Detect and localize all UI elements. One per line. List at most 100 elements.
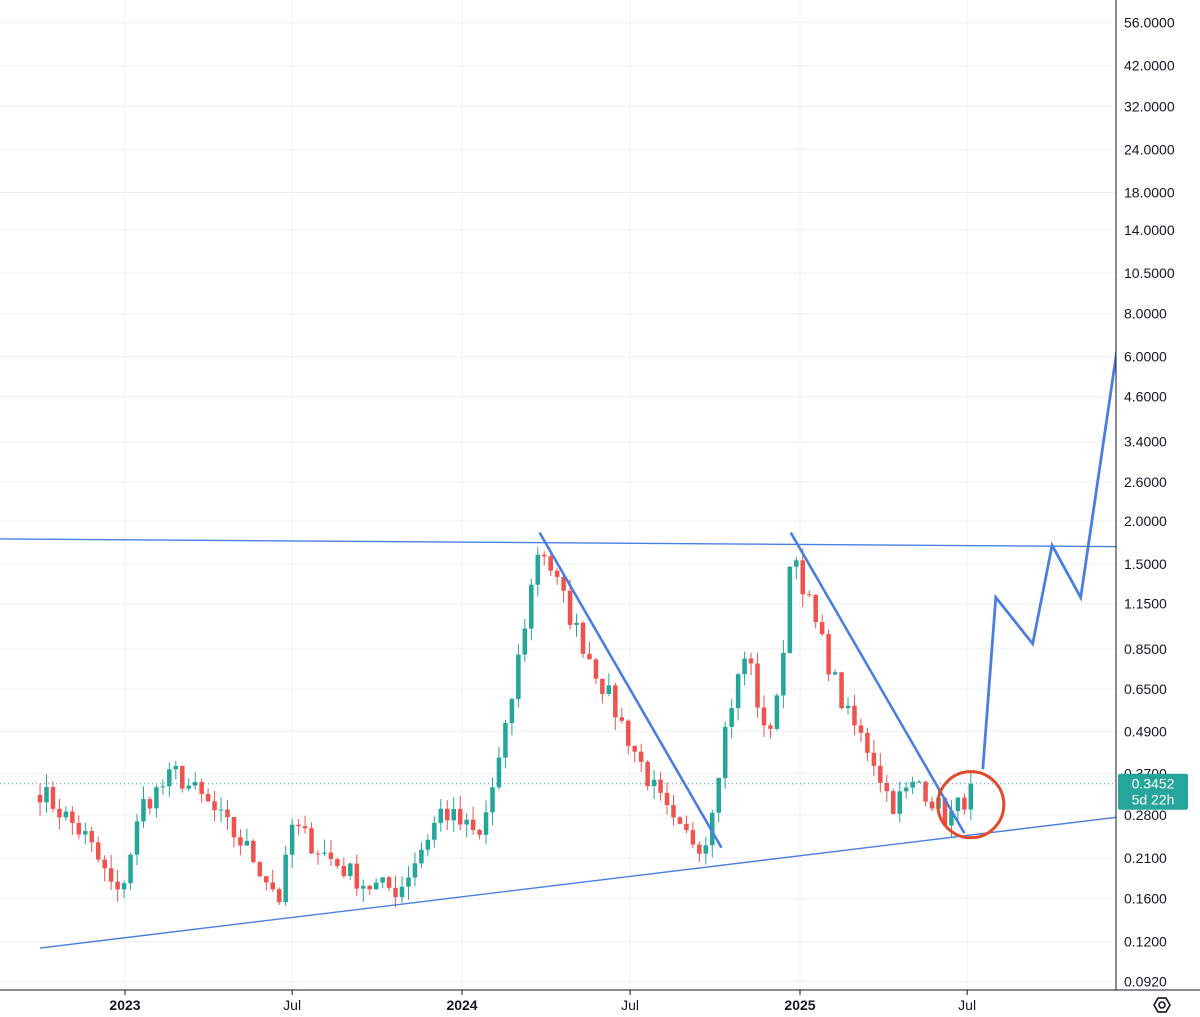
candle <box>470 806 476 835</box>
candle <box>373 878 379 890</box>
candle <box>891 788 896 815</box>
candle <box>167 762 172 797</box>
candle <box>651 770 657 799</box>
candle <box>89 826 95 853</box>
candle <box>386 876 392 892</box>
candle <box>186 778 191 792</box>
y-tick-label: 0.1200 <box>1124 934 1167 950</box>
candle <box>541 551 547 566</box>
candle <box>354 854 360 897</box>
price-scale-background[interactable] <box>1116 0 1200 990</box>
candle <box>477 828 482 840</box>
candle <box>768 722 773 739</box>
x-tick-label: 2025 <box>784 997 815 1013</box>
y-tick-label: 2.6000 <box>1124 474 1167 490</box>
candle <box>141 786 146 828</box>
candle <box>445 800 450 831</box>
candle <box>593 657 599 685</box>
candle <box>173 761 179 780</box>
x-tick-label: 2023 <box>109 997 140 1013</box>
candle <box>328 840 334 866</box>
y-tick-label: 18.0000 <box>1124 184 1175 200</box>
last-price-badge <box>1118 773 1188 810</box>
candle <box>283 845 288 906</box>
candle <box>276 887 282 905</box>
candle <box>438 799 444 832</box>
candle <box>716 777 722 823</box>
last-price-value: 0.3452 <box>1132 776 1175 792</box>
candle <box>806 590 812 598</box>
candle <box>761 695 767 737</box>
candle <box>606 673 612 697</box>
candle <box>348 862 353 880</box>
candle <box>871 739 877 777</box>
candle <box>923 780 928 807</box>
downtrend-line-1[interactable] <box>538 532 723 849</box>
highlight-circle[interactable] <box>936 770 1006 840</box>
y-tick-label: 0.6500 <box>1124 681 1167 697</box>
candle <box>360 879 366 902</box>
candle <box>70 806 75 835</box>
candle <box>787 566 793 654</box>
candle <box>83 822 88 845</box>
candle <box>128 852 133 890</box>
y-tick-label: 42.0000 <box>1124 58 1175 74</box>
candle <box>496 747 502 791</box>
candle <box>794 556 799 580</box>
candle <box>102 855 107 882</box>
candle <box>677 816 683 825</box>
candle <box>600 678 605 704</box>
y-tick-label: 24.0000 <box>1124 141 1175 157</box>
candle <box>548 550 553 577</box>
candle <box>244 828 250 847</box>
candle <box>729 699 734 738</box>
candle <box>819 614 825 637</box>
support-line[interactable] <box>39 809 1179 949</box>
candle <box>199 778 204 803</box>
candle <box>638 743 644 772</box>
y-tick-label: 2.0000 <box>1124 513 1167 529</box>
chart-settings-icon[interactable] <box>1153 997 1171 1013</box>
candle <box>516 643 521 708</box>
candle <box>44 774 49 813</box>
candle <box>503 719 508 769</box>
candle <box>264 876 269 891</box>
candle <box>774 693 780 731</box>
candle <box>884 774 890 802</box>
candle <box>625 719 631 755</box>
candle <box>50 781 56 813</box>
candle <box>212 790 217 822</box>
candle <box>535 547 541 597</box>
candle <box>800 548 806 608</box>
x-tick-label: Jul <box>958 997 976 1013</box>
downtrend-line-2[interactable] <box>789 532 966 834</box>
candle <box>619 707 625 724</box>
candle <box>529 578 534 641</box>
y-tick-label: 4.6000 <box>1124 388 1167 404</box>
resistance-line[interactable] <box>0 538 1179 548</box>
candle <box>580 621 586 658</box>
candle <box>147 796 153 815</box>
y-tick-label: 0.0920 <box>1124 973 1167 989</box>
candle <box>742 651 747 686</box>
candle <box>865 727 870 762</box>
y-tick-label: 0.8500 <box>1124 641 1167 657</box>
candle <box>910 776 915 795</box>
candle <box>225 800 230 830</box>
candle <box>289 818 295 869</box>
y-tick-label: 1.1500 <box>1124 596 1167 612</box>
candle <box>697 841 702 863</box>
candle <box>703 836 709 865</box>
candle <box>432 816 437 848</box>
candle <box>367 884 372 895</box>
candle <box>419 842 424 869</box>
candle <box>968 771 974 821</box>
candle <box>315 850 321 865</box>
candle <box>658 772 663 801</box>
candle <box>251 839 256 864</box>
candle <box>587 641 592 660</box>
candle <box>878 752 883 793</box>
candle <box>95 836 101 863</box>
candle <box>270 869 276 892</box>
